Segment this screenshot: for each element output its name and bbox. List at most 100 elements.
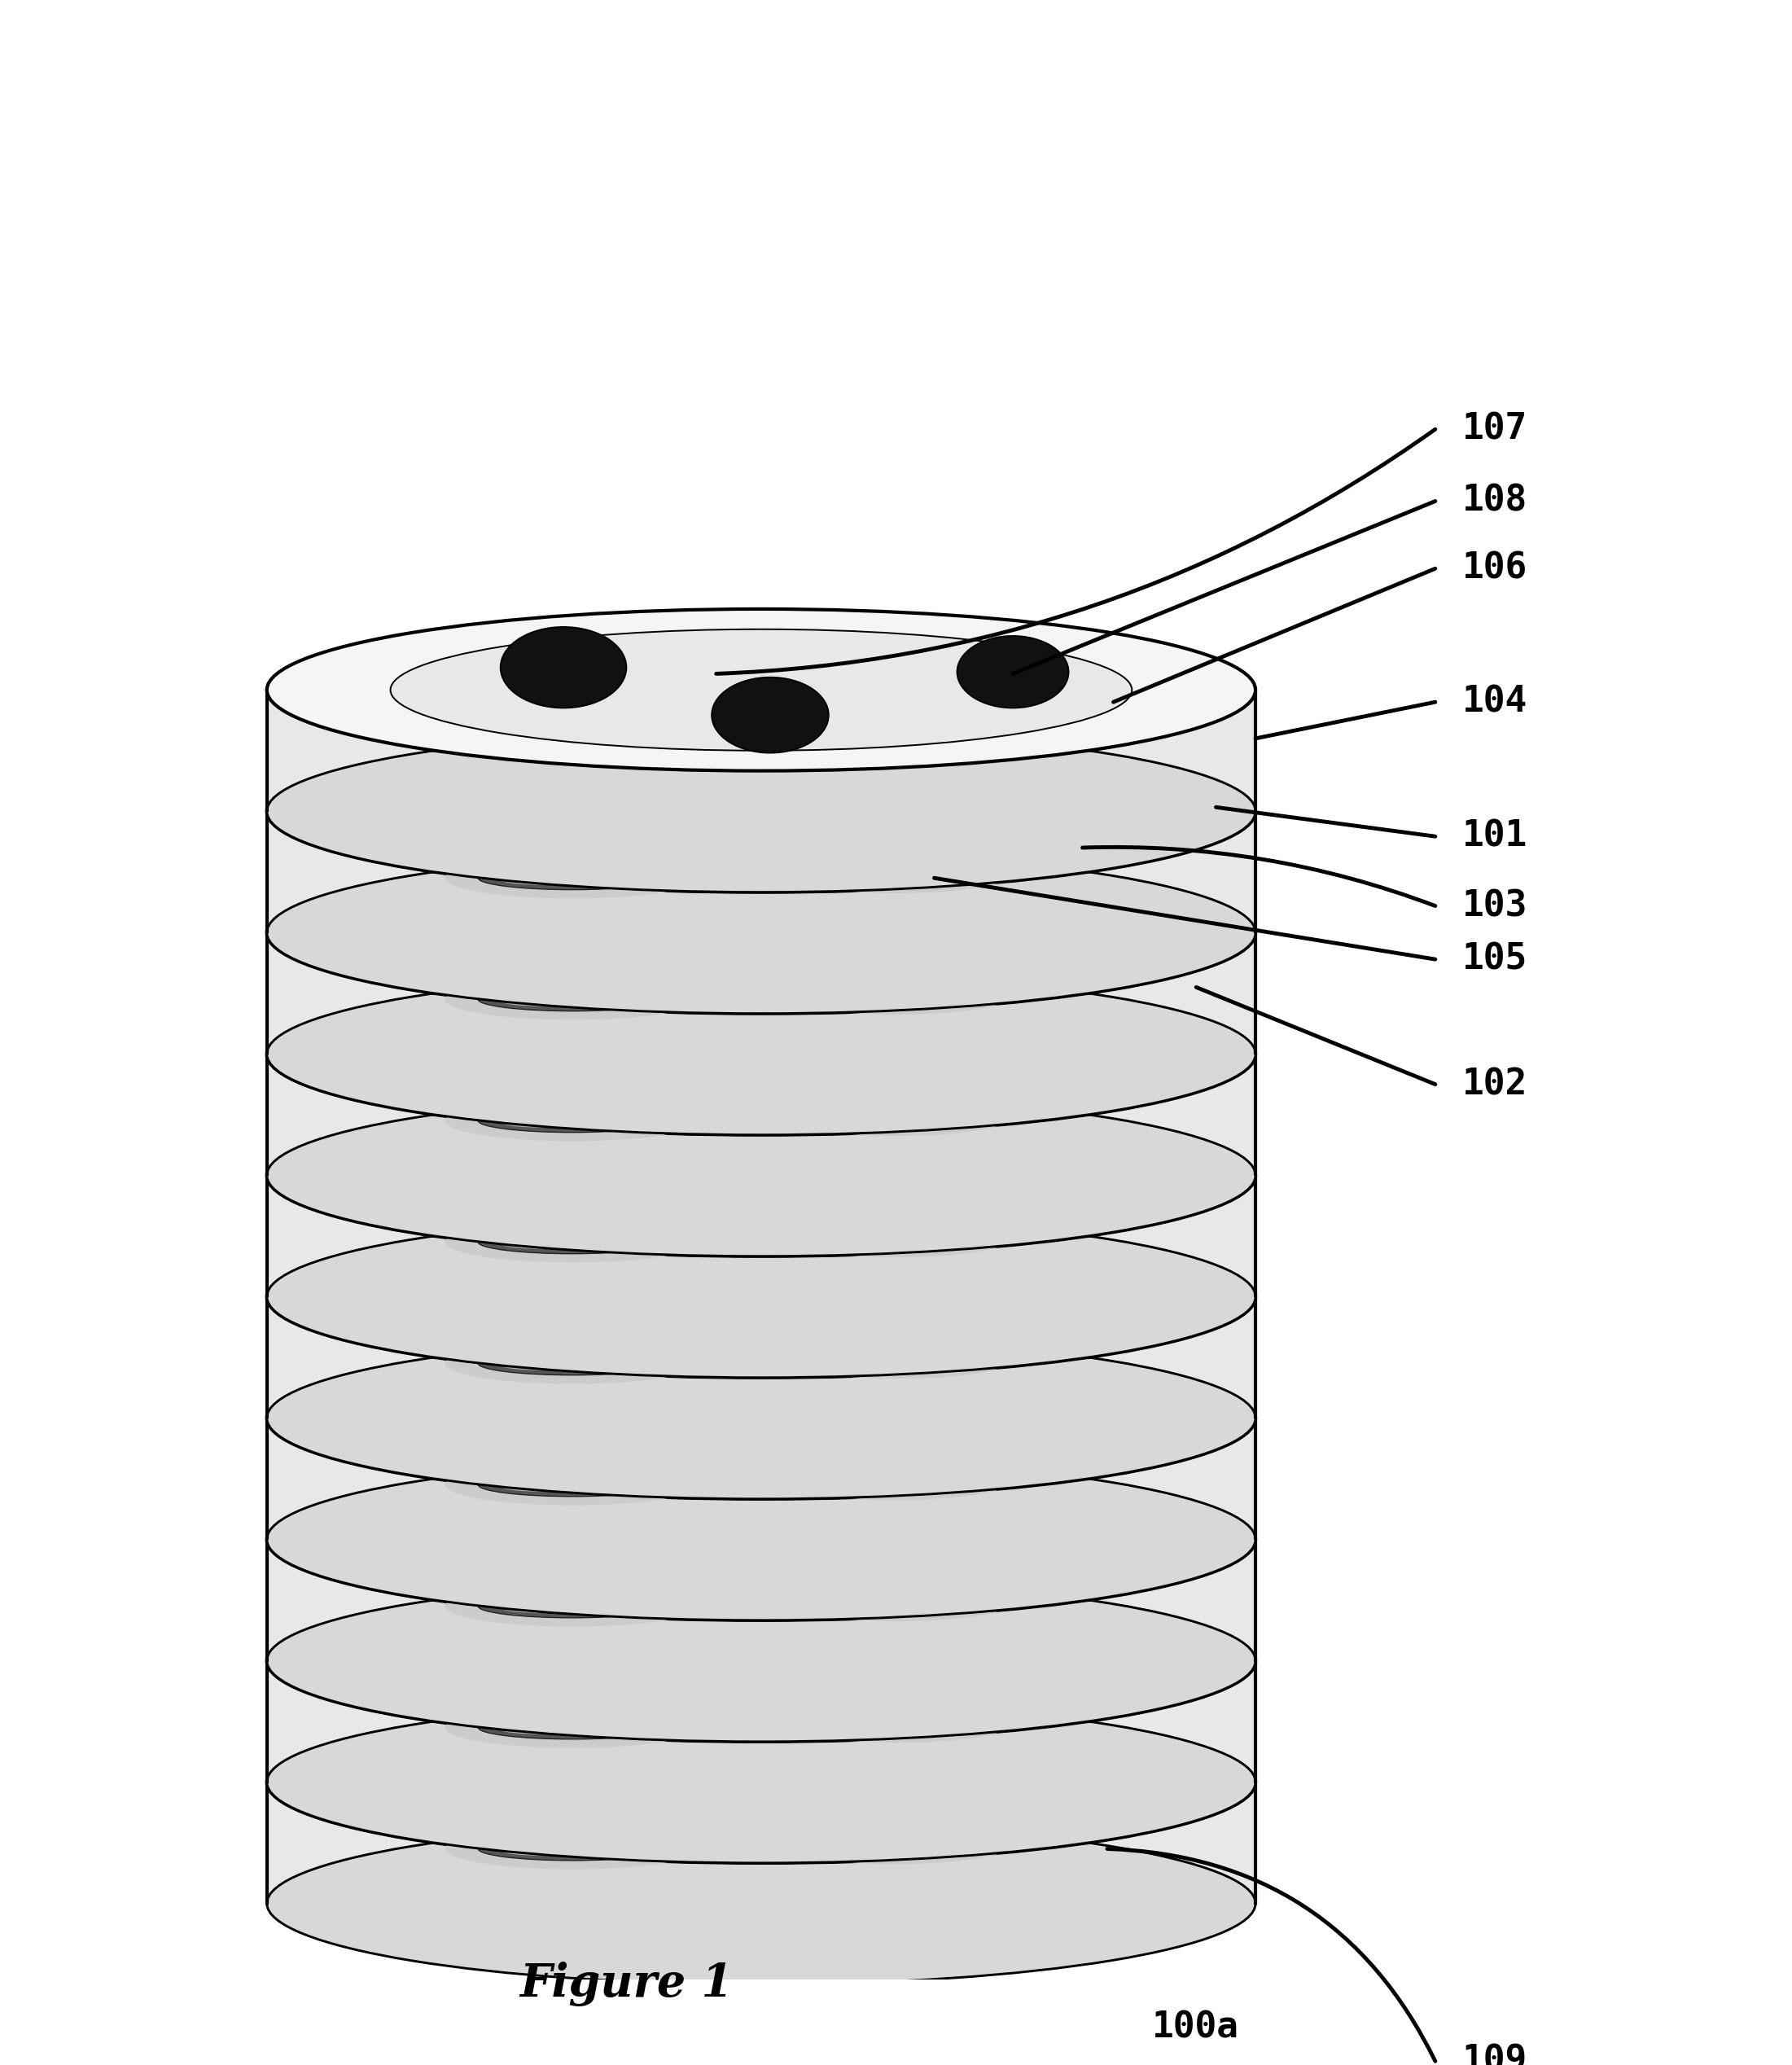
Text: Figure 1: Figure 1 bbox=[520, 1962, 733, 2007]
Ellipse shape bbox=[831, 1842, 918, 1852]
Ellipse shape bbox=[267, 1580, 1256, 1741]
Ellipse shape bbox=[781, 1220, 1011, 1258]
Ellipse shape bbox=[478, 1109, 667, 1132]
Polygon shape bbox=[267, 812, 1256, 933]
Polygon shape bbox=[267, 1660, 1256, 1782]
Polygon shape bbox=[267, 1175, 1256, 1297]
Ellipse shape bbox=[267, 1216, 1256, 1377]
Polygon shape bbox=[267, 1053, 1256, 1175]
Ellipse shape bbox=[267, 1702, 1256, 1863]
Ellipse shape bbox=[267, 851, 1256, 1014]
Ellipse shape bbox=[957, 636, 1068, 708]
Ellipse shape bbox=[267, 973, 1256, 1136]
Ellipse shape bbox=[810, 1107, 982, 1127]
Ellipse shape bbox=[502, 1724, 597, 1735]
Ellipse shape bbox=[267, 1580, 1256, 1741]
Ellipse shape bbox=[502, 1361, 597, 1371]
Ellipse shape bbox=[444, 1708, 701, 1747]
Ellipse shape bbox=[831, 871, 918, 882]
Ellipse shape bbox=[781, 1462, 1011, 1499]
Polygon shape bbox=[267, 1538, 1256, 1660]
Polygon shape bbox=[267, 1175, 1256, 1297]
Ellipse shape bbox=[711, 677, 828, 754]
Ellipse shape bbox=[502, 1239, 597, 1249]
Text: 101: 101 bbox=[1462, 820, 1527, 855]
Polygon shape bbox=[267, 690, 1256, 812]
Polygon shape bbox=[267, 1782, 1256, 1904]
Polygon shape bbox=[267, 1660, 1256, 1782]
Ellipse shape bbox=[831, 1722, 918, 1730]
Ellipse shape bbox=[781, 1099, 1011, 1136]
Text: 107: 107 bbox=[1462, 411, 1527, 446]
Text: 106: 106 bbox=[1462, 551, 1527, 586]
Ellipse shape bbox=[810, 863, 982, 886]
Ellipse shape bbox=[781, 1706, 1011, 1743]
Text: 103: 103 bbox=[1462, 888, 1527, 923]
Ellipse shape bbox=[810, 1227, 982, 1249]
Polygon shape bbox=[267, 933, 1256, 1053]
Ellipse shape bbox=[831, 1479, 918, 1487]
Ellipse shape bbox=[478, 1594, 667, 1617]
Ellipse shape bbox=[781, 1825, 1011, 1865]
Ellipse shape bbox=[444, 1828, 701, 1869]
Ellipse shape bbox=[831, 1357, 918, 1367]
Ellipse shape bbox=[500, 628, 627, 708]
Ellipse shape bbox=[391, 630, 1133, 750]
Ellipse shape bbox=[267, 731, 1256, 892]
Ellipse shape bbox=[267, 609, 1256, 770]
Ellipse shape bbox=[267, 731, 1256, 892]
Ellipse shape bbox=[444, 857, 701, 898]
Text: 108: 108 bbox=[1462, 483, 1527, 518]
Ellipse shape bbox=[267, 1823, 1256, 1984]
Ellipse shape bbox=[502, 1119, 597, 1127]
Ellipse shape bbox=[478, 1472, 667, 1497]
Polygon shape bbox=[267, 933, 1256, 1053]
Ellipse shape bbox=[267, 1094, 1256, 1256]
Polygon shape bbox=[267, 1782, 1256, 1904]
Ellipse shape bbox=[267, 1458, 1256, 1621]
Ellipse shape bbox=[502, 1846, 597, 1856]
Ellipse shape bbox=[831, 1115, 918, 1123]
Ellipse shape bbox=[478, 987, 667, 1012]
Ellipse shape bbox=[444, 1222, 701, 1262]
Ellipse shape bbox=[444, 1464, 701, 1505]
Polygon shape bbox=[267, 812, 1256, 933]
Polygon shape bbox=[267, 690, 1256, 812]
Polygon shape bbox=[267, 1538, 1256, 1660]
Polygon shape bbox=[267, 1297, 1256, 1419]
Ellipse shape bbox=[781, 977, 1011, 1014]
Text: 102: 102 bbox=[1462, 1068, 1527, 1103]
Ellipse shape bbox=[478, 1838, 667, 1861]
Ellipse shape bbox=[502, 1483, 597, 1491]
Ellipse shape bbox=[267, 1094, 1256, 1256]
Ellipse shape bbox=[267, 1458, 1256, 1621]
Text: 104: 104 bbox=[1462, 684, 1527, 719]
Ellipse shape bbox=[267, 851, 1256, 1014]
Polygon shape bbox=[267, 1419, 1256, 1538]
Ellipse shape bbox=[267, 973, 1256, 1136]
Ellipse shape bbox=[502, 876, 597, 886]
Ellipse shape bbox=[781, 1584, 1011, 1621]
Ellipse shape bbox=[810, 1834, 982, 1856]
Ellipse shape bbox=[810, 985, 982, 1006]
Ellipse shape bbox=[444, 1101, 701, 1142]
Polygon shape bbox=[267, 1419, 1256, 1538]
Ellipse shape bbox=[502, 997, 597, 1006]
Polygon shape bbox=[267, 1053, 1256, 1175]
Polygon shape bbox=[267, 1297, 1256, 1419]
Ellipse shape bbox=[478, 1353, 667, 1375]
Ellipse shape bbox=[781, 1340, 1011, 1379]
Ellipse shape bbox=[444, 979, 701, 1020]
Ellipse shape bbox=[478, 1716, 667, 1739]
Ellipse shape bbox=[502, 1605, 597, 1613]
Ellipse shape bbox=[267, 1338, 1256, 1499]
Text: 109: 109 bbox=[1462, 2044, 1527, 2065]
Ellipse shape bbox=[810, 1470, 982, 1491]
Text: 105: 105 bbox=[1462, 942, 1527, 977]
Ellipse shape bbox=[444, 1586, 701, 1627]
Ellipse shape bbox=[810, 1592, 982, 1613]
Ellipse shape bbox=[810, 1714, 982, 1735]
Ellipse shape bbox=[444, 1342, 701, 1384]
Text: 100a: 100a bbox=[1152, 2009, 1240, 2044]
Ellipse shape bbox=[267, 1338, 1256, 1499]
